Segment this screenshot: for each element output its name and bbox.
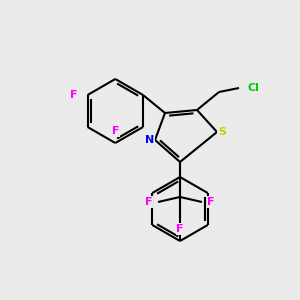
Text: N: N bbox=[146, 135, 154, 145]
Text: S: S bbox=[218, 127, 226, 137]
Text: F: F bbox=[70, 90, 77, 100]
Text: F: F bbox=[112, 126, 119, 136]
Text: F: F bbox=[145, 197, 153, 207]
Text: Cl: Cl bbox=[247, 83, 259, 93]
Text: F: F bbox=[176, 224, 184, 234]
Text: F: F bbox=[207, 197, 215, 207]
